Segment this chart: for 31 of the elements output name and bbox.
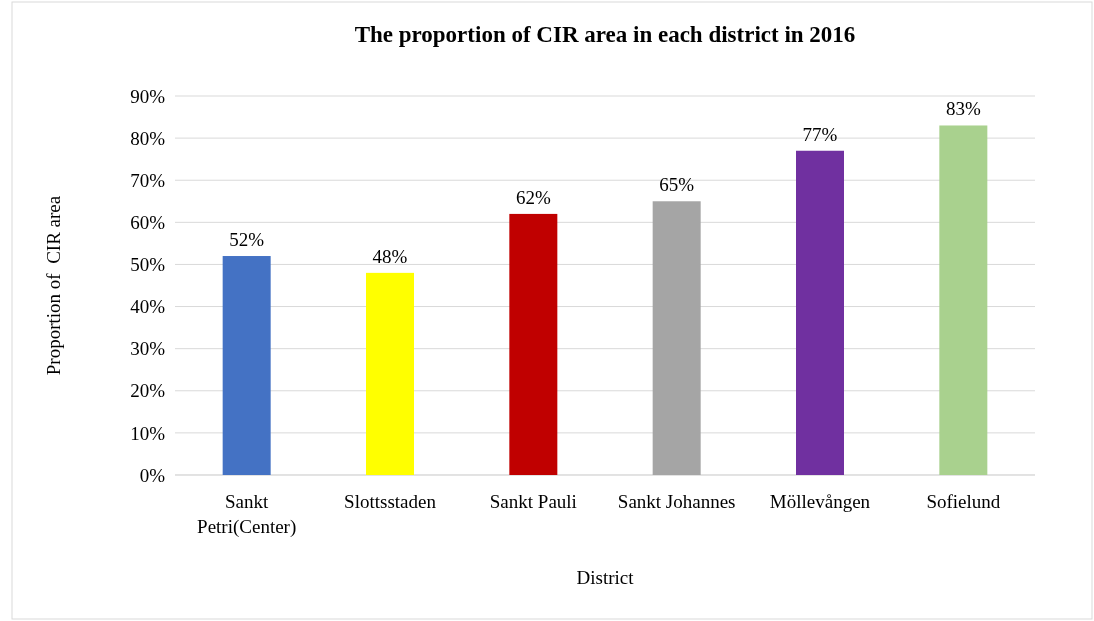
data-label: 52% [229, 229, 265, 251]
data-label: 48% [372, 245, 408, 267]
bar [509, 213, 558, 475]
bar [652, 201, 701, 475]
y-tick-label: 30% [130, 338, 166, 360]
bar [939, 125, 988, 475]
y-tick-label: 90% [130, 85, 166, 107]
y-tick-label: 80% [130, 127, 166, 149]
data-label: 62% [515, 186, 551, 208]
bar [222, 256, 271, 475]
x-tick-label: Sankt Pauli [489, 491, 577, 512]
bar [366, 272, 414, 475]
x-axis-title: District [576, 567, 635, 588]
x-tick-label: Slottsstaden [344, 491, 437, 512]
x-tick-label: Möllevången [769, 491, 871, 512]
data-label: 65% [659, 174, 695, 196]
bar [796, 150, 844, 475]
x-tick-label: Sankt Petri(Center) [197, 491, 297, 538]
chart-title: The proportion of CIR area in each district in 2016 [354, 22, 856, 47]
y-tick-label: 0% [139, 464, 166, 486]
y-tick-label: 50% [130, 254, 166, 276]
y-tick-label: 20% [130, 380, 166, 402]
y-tick-label: 40% [130, 296, 166, 318]
y-axis-title: Proportion of CIR area [43, 195, 64, 376]
y-tick-label: 10% [130, 422, 166, 444]
y-tick-label: 70% [130, 169, 166, 191]
x-tick-label: Sofielund [926, 491, 1001, 512]
data-label: 77% [802, 123, 838, 145]
data-label: 83% [945, 98, 981, 120]
y-tick-label: 60% [130, 211, 166, 233]
x-tick-label: Sankt Johannes [617, 491, 736, 512]
